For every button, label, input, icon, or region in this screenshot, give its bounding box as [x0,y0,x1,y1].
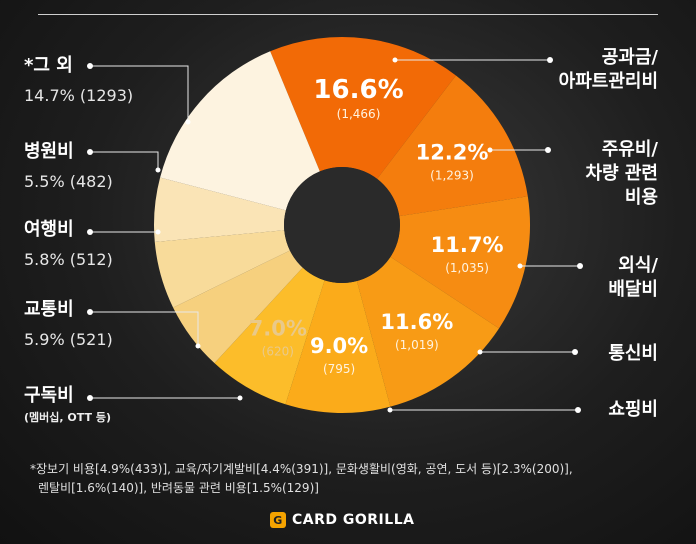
donut-hole [284,167,400,283]
footnote: *장보기 비용[4.9%(433)], 교육/자기계발비[4.4%(391)],… [30,460,670,498]
inner-pct-5: 9.0% [310,334,368,358]
label-shopping: 쇼핑비 [608,398,658,422]
label-subscription-sub: (멤버십, OTT 등) [24,411,111,424]
slice-5 [285,280,391,413]
connector-dot-9 [87,149,93,155]
connector-line-9 [90,151,159,170]
label-hospital-name: 병원비 [24,141,74,162]
brand-logo: G CARD GORILLA [270,512,414,528]
label-travel-name: 여행비 [24,219,74,240]
footnote-line1: *장보기 비용[4.9%(433)], 교육/자기계발비[4.4%(391)],… [30,462,573,476]
label-fuel-line2: 차량 관련 [585,163,658,184]
connector-end-dot-9 [155,167,161,173]
connector-dot-10 [87,63,93,69]
connector-end-dot-4 [477,349,483,355]
label-transport-value: 5.9% (521) [24,330,113,349]
label-other: *그 외 14.7% (1293) [24,54,133,108]
label-telecom-line1: 통신비 [608,343,658,364]
label-dining: 외식/ 배달비 [608,254,658,302]
connector-end-dot-2 [487,147,493,153]
label-transport: 교통비 5.9% (521) [24,298,113,352]
connector-end-dot-10 [185,119,191,125]
connector-dot-6 [87,395,93,401]
label-fuel-line3: 비용 [624,187,658,208]
label-subscription-name: 구독비 [24,385,74,406]
inner-pct-6: 7.0% [249,317,307,341]
connector-dot-4 [572,349,578,355]
label-dining-line2: 배달비 [608,279,658,300]
connector-end-dot-8 [155,229,161,235]
inner-pct-3: 11.7% [431,233,504,257]
label-utilities-line1: 공과금/ [601,47,658,68]
label-fuel-line1: 주유비/ [601,139,658,160]
connector-line-10 [90,65,189,122]
slice-3 [390,196,530,329]
connector-end-dot-5 [387,407,393,413]
label-travel: 여행비 5.8% (512) [24,218,113,272]
inner-count-6: (620) [262,345,294,359]
connector-end-dot-6 [237,395,243,401]
inner-count-1: (1,466) [337,107,381,121]
top-rule [38,14,658,15]
inner-count-2: (1,293) [430,169,474,183]
connector-dot-3 [577,263,583,269]
gorilla-logo-icon: G [270,512,286,528]
inner-count-3: (1,035) [445,261,489,275]
label-hospital: 병원비 5.5% (482) [24,140,113,194]
label-fuel: 주유비/ 차량 관련 비용 [585,138,658,210]
label-telecom: 통신비 [608,342,658,366]
slice-10 [160,51,320,211]
label-hospital-value: 5.5% (482) [24,172,113,191]
connector-dot-2 [545,147,551,153]
connector-line-7 [90,311,199,346]
label-transport-name: 교통비 [24,299,74,320]
label-travel-value: 5.8% (512) [24,250,113,269]
slice-9 [153,177,286,242]
slice-1 [270,37,456,179]
label-other-value: 14.7% (1293) [24,86,134,105]
connector-end-dot-3 [517,263,523,269]
label-utilities: 공과금/ 아파트관리비 [559,46,658,94]
donut-chart: 16.6% (1,466) 12.2% (1,293) 11.7% (1,035) 11.6… [87,37,583,413]
inner-pct-1: 16.6% [313,75,403,105]
slice-8 [154,230,290,308]
connector-dot-5 [575,407,581,413]
inner-count-5: (795) [323,362,355,376]
brand-name: CARD GORILLA [292,512,415,528]
connector-dot-1 [547,57,553,63]
label-shopping-line1: 쇼핑비 [608,399,658,420]
inner-count-4: (1,019) [395,338,439,352]
slice-2 [377,75,528,217]
connector-dot-7 [87,309,93,315]
slice-7 [173,250,303,364]
label-other-name: *그 외 [24,55,73,76]
connector-end-dot-7 [195,343,201,349]
inner-pct-4: 11.6% [380,310,453,334]
label-utilities-line2: 아파트관리비 [558,71,658,92]
connector-dot-8 [87,229,93,235]
label-dining-line1: 외식/ [618,255,658,276]
inner-pct-2: 12.2% [416,141,489,165]
slice-6 [214,267,325,405]
connector-end-dot-1 [392,57,398,63]
label-subscription: 구독비 (멤버십, OTT 등) [24,384,111,425]
slice-4 [356,256,500,407]
footnote-line2: 렌탈비[1.6%(140)], 반려동물 관련 비용[1.5%(129)] [38,481,319,495]
